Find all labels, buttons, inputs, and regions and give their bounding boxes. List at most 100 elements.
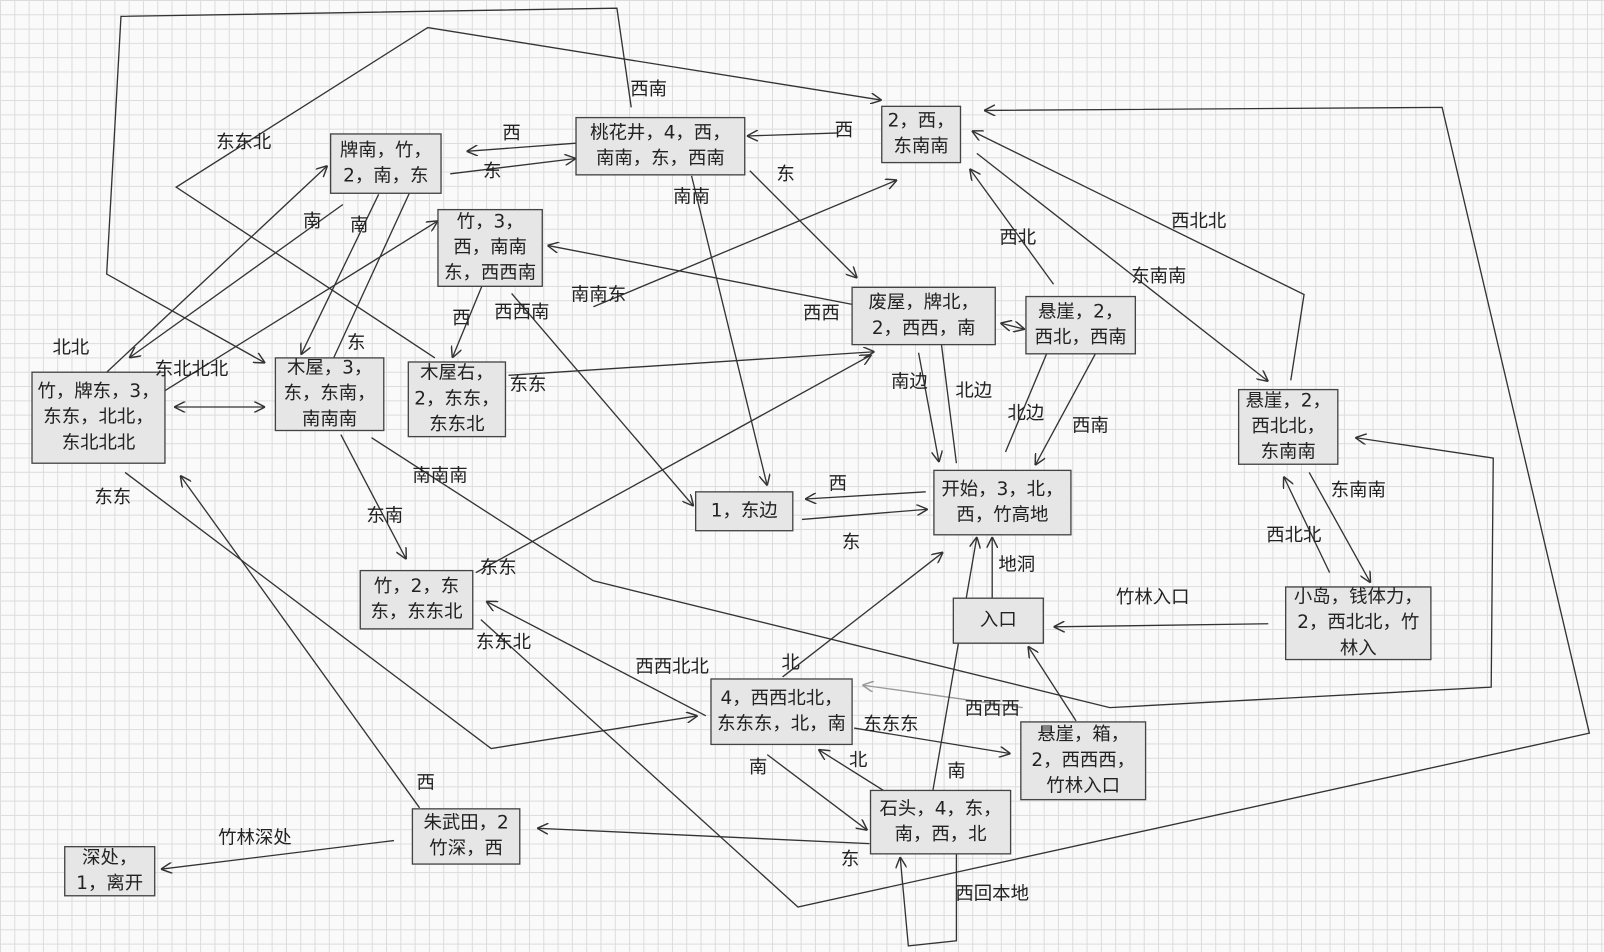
edge-label: 北	[849, 750, 867, 771]
node-label: 1，东边	[711, 500, 778, 521]
node: 朱武田，2 竹深，西	[411, 808, 521, 865]
edge	[970, 169, 1055, 285]
node-label: 南，西，北	[895, 824, 987, 845]
node-label: 木屋，3，	[287, 358, 372, 379]
node-box	[64, 846, 156, 897]
node-label: 悬崖，2，	[1038, 301, 1123, 322]
node-box	[329, 133, 442, 194]
node-box	[1285, 586, 1432, 661]
edge-label: 东北北北	[155, 359, 229, 380]
edge-label: 西西北北	[635, 657, 709, 678]
edge	[1308, 472, 1370, 582]
edge-label: 南南	[673, 186, 710, 207]
edge	[1054, 624, 1269, 627]
node-box	[411, 808, 521, 865]
edge	[766, 754, 867, 831]
edge	[593, 180, 897, 308]
node-label: 1，离开	[76, 873, 143, 894]
node-label: 废屋，牌北，	[869, 292, 979, 313]
node: 竹，2，东东，东东北	[359, 569, 474, 630]
node-label: 4，西西北北，	[721, 688, 843, 709]
edge-label: 西回本地	[955, 884, 1029, 905]
node-label: 2，西西，南	[872, 318, 976, 339]
edge-label: 东东北	[476, 632, 531, 653]
edge-label: 东东北	[216, 132, 271, 153]
node-box	[407, 361, 507, 438]
node: 开始，3，北， 西，竹高地	[933, 469, 1072, 536]
node-label: 西北，西南	[1035, 327, 1127, 348]
node-label: 朱武田，2	[423, 813, 508, 834]
edge	[782, 552, 944, 678]
edge	[511, 293, 694, 506]
edge-label: 东南	[366, 505, 403, 526]
edge	[537, 828, 870, 845]
edge	[105, 7, 632, 363]
node-label: 东，东南，	[284, 383, 376, 404]
edge	[452, 275, 487, 358]
edge-label: 竹林入口	[1116, 587, 1190, 608]
node-label: 小岛，钱体力，	[1294, 587, 1423, 608]
node: 废屋，牌北， 2，西西，南	[851, 286, 996, 346]
node: 石头，4，东， 南，西，北	[869, 789, 1012, 855]
edges	[105, 7, 1591, 947]
edge	[690, 175, 768, 486]
node-label: 2，西，	[888, 111, 955, 132]
edge-label: 南	[749, 757, 767, 778]
node: 深处， 1，离开	[64, 846, 156, 897]
node-label: 2，西北北，竹	[1297, 612, 1419, 633]
node-label: 西，南南	[453, 237, 527, 258]
edge	[301, 193, 380, 355]
edge	[1000, 323, 1025, 329]
edge	[1284, 477, 1331, 573]
node-label: 竹深，西	[429, 838, 503, 859]
node: 竹，牌东，3， 东东，北北， 东北北北	[31, 371, 166, 464]
node-label: 2，西西西，	[1031, 750, 1135, 771]
edge	[118, 221, 438, 420]
node-label: 木屋右，	[420, 363, 494, 384]
node: 小岛，钱体力， 2，西北北，竹林入	[1285, 586, 1432, 661]
node-box	[952, 597, 1044, 644]
node-label: 东东，北北，	[43, 407, 153, 428]
edge	[129, 203, 344, 358]
node-label: 东南南	[1261, 441, 1316, 462]
node-label: 深处，	[82, 847, 137, 868]
edge	[747, 133, 839, 136]
edge	[508, 352, 875, 376]
edge-label: 西	[452, 308, 470, 329]
node: 竹，3， 西，南南东，西西南	[437, 208, 543, 287]
node-label: 东东北	[429, 414, 484, 435]
node-box	[31, 371, 166, 464]
edge	[749, 170, 857, 278]
edge	[547, 245, 855, 306]
edge	[854, 727, 1010, 754]
edge	[818, 750, 891, 796]
edge	[976, 152, 1268, 381]
edge-label: 西西	[803, 303, 840, 324]
edge-label: 西西南	[494, 302, 549, 323]
edge-label: 西	[416, 772, 434, 793]
node-label: 南南南	[302, 409, 357, 430]
edge	[932, 537, 977, 791]
edge-label: 东南南	[1131, 266, 1186, 287]
node: 牌南，竹， 2，南，东	[329, 133, 442, 194]
edge-label: 南南东	[571, 285, 626, 306]
node-label: 入口	[980, 610, 1017, 631]
edge-label: 南	[350, 215, 368, 236]
edge	[939, 325, 958, 464]
node-box	[1237, 388, 1339, 465]
edge	[480, 107, 1591, 908]
edge-label: 东东	[510, 375, 547, 396]
edge	[450, 158, 576, 175]
node-label: 东，东东北	[371, 602, 463, 623]
node-label: 竹，3，	[457, 211, 524, 232]
node-label: 石头，4，东，	[880, 798, 1002, 819]
node: 入口	[952, 597, 1044, 644]
edge-label: 西	[829, 474, 847, 495]
edge	[917, 352, 939, 462]
edge-label: 东东	[94, 487, 131, 508]
edge-label: 东	[842, 532, 860, 553]
edge-label: 竹林深处	[218, 827, 292, 848]
node-label: 2，东东，	[414, 388, 499, 409]
edge	[333, 169, 421, 359]
